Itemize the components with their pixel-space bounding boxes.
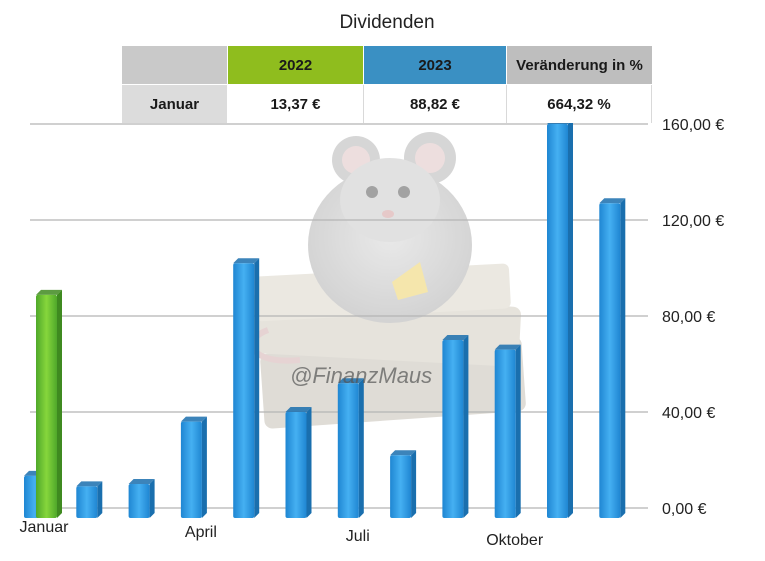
header-cell-empty: [122, 46, 228, 84]
bar-2022-3: [180, 416, 207, 518]
x-axis-tick-labels: Januar April Juli Oktober: [20, 519, 544, 549]
bar-2022-11-front: [599, 203, 621, 518]
bar-2022-1-side: [97, 481, 103, 518]
header-cell-2022: 2022: [228, 46, 364, 84]
bar-2022-5-side: [306, 407, 312, 518]
bar-2022-1-top: [76, 481, 103, 487]
bar-2022-3-top: [180, 416, 207, 422]
bar-2022-7-front: [390, 455, 412, 518]
row-value-2023: 88,82 €: [364, 85, 507, 123]
bar-2022-8-front: [442, 340, 464, 518]
table-header-row: 2022 2023 Veränderung in %: [122, 46, 652, 84]
bar-2022-5-top: [285, 407, 312, 412]
bar-2022-8-top: [442, 335, 469, 340]
bar-2022-8: [442, 335, 469, 518]
bar-2022-4-front: [233, 263, 255, 518]
bar-2022-9-top: [494, 344, 521, 350]
bar-2022-2-top: [128, 479, 155, 484]
mouse-on-money-watermark: [249, 132, 526, 429]
bar-2022-7-side: [411, 450, 417, 518]
bar-2022-5-front: [285, 412, 307, 518]
bar-2023-0-side: [57, 289, 62, 518]
bar-2022-9: [494, 344, 521, 518]
bar-2022-4: [233, 258, 260, 518]
row-month: Januar: [122, 85, 228, 123]
bar-2022-11: [599, 198, 626, 518]
table-row: Januar 13,37 € 88,82 € 664,32 %: [122, 85, 652, 123]
bar-2022-2-front: [128, 484, 150, 518]
bar-2022-3-side: [201, 416, 207, 518]
y-tick-label: 40,00 €: [662, 405, 715, 422]
x-tick-label: Januar: [20, 519, 70, 536]
bar-2022-10-front: [547, 124, 568, 518]
bar-2023-0: [36, 289, 62, 518]
y-tick-label: 120,00 €: [662, 213, 724, 230]
bar-2022-1-front: [76, 486, 98, 518]
bar-2022-11-top: [599, 198, 626, 204]
bar-2022-10: [547, 119, 573, 518]
bar-2022-8-side: [463, 335, 469, 518]
bar-2022-9-side: [515, 344, 521, 518]
bar-2022-5: [285, 407, 312, 518]
table-title: Dividenden: [122, 0, 652, 45]
bar-2022-1: [76, 481, 103, 518]
header-cell-change: Veränderung in %: [507, 46, 652, 84]
bar-2022-6-side: [358, 378, 364, 518]
header-cell-2023: 2023: [364, 46, 507, 84]
bar-2022-4-side: [254, 258, 260, 518]
y-axis-tick-labels: 0,00 € 40,00 € 80,00 € 120,00 € 160,00 €: [662, 117, 724, 518]
watermark-text: @FinanzMaus: [290, 363, 432, 388]
x-tick-label: April: [185, 524, 217, 541]
row-change: 664,32 %: [507, 85, 652, 123]
bar-2022-6-top: [337, 378, 364, 384]
bar-2022-4-top: [233, 258, 260, 264]
x-tick-label: Oktober: [486, 532, 544, 549]
y-tick-label: 160,00 €: [662, 117, 724, 134]
bar-2022-6-front: [337, 383, 359, 518]
bar-2022-6: [337, 378, 364, 518]
bar-2023-0-top: [36, 289, 62, 295]
bar-2022-11-side: [620, 198, 626, 518]
bars: [24, 119, 626, 518]
y-tick-label: 80,00 €: [662, 309, 715, 326]
bar-2022-10-side: [568, 119, 573, 518]
bar-2022-7: [390, 450, 417, 518]
row-value-2022: 13,37 €: [228, 85, 364, 123]
bar-2023-0-front: [36, 294, 57, 518]
y-tick-label: 0,00 €: [662, 501, 707, 518]
bar-2022-2: [128, 479, 155, 518]
bar-2022-7-top: [390, 450, 417, 456]
bar-2022-3-front: [180, 421, 202, 518]
bar-2022-2-side: [149, 479, 155, 518]
bar-2022-9-front: [494, 349, 516, 518]
x-tick-label: Juli: [346, 528, 370, 545]
